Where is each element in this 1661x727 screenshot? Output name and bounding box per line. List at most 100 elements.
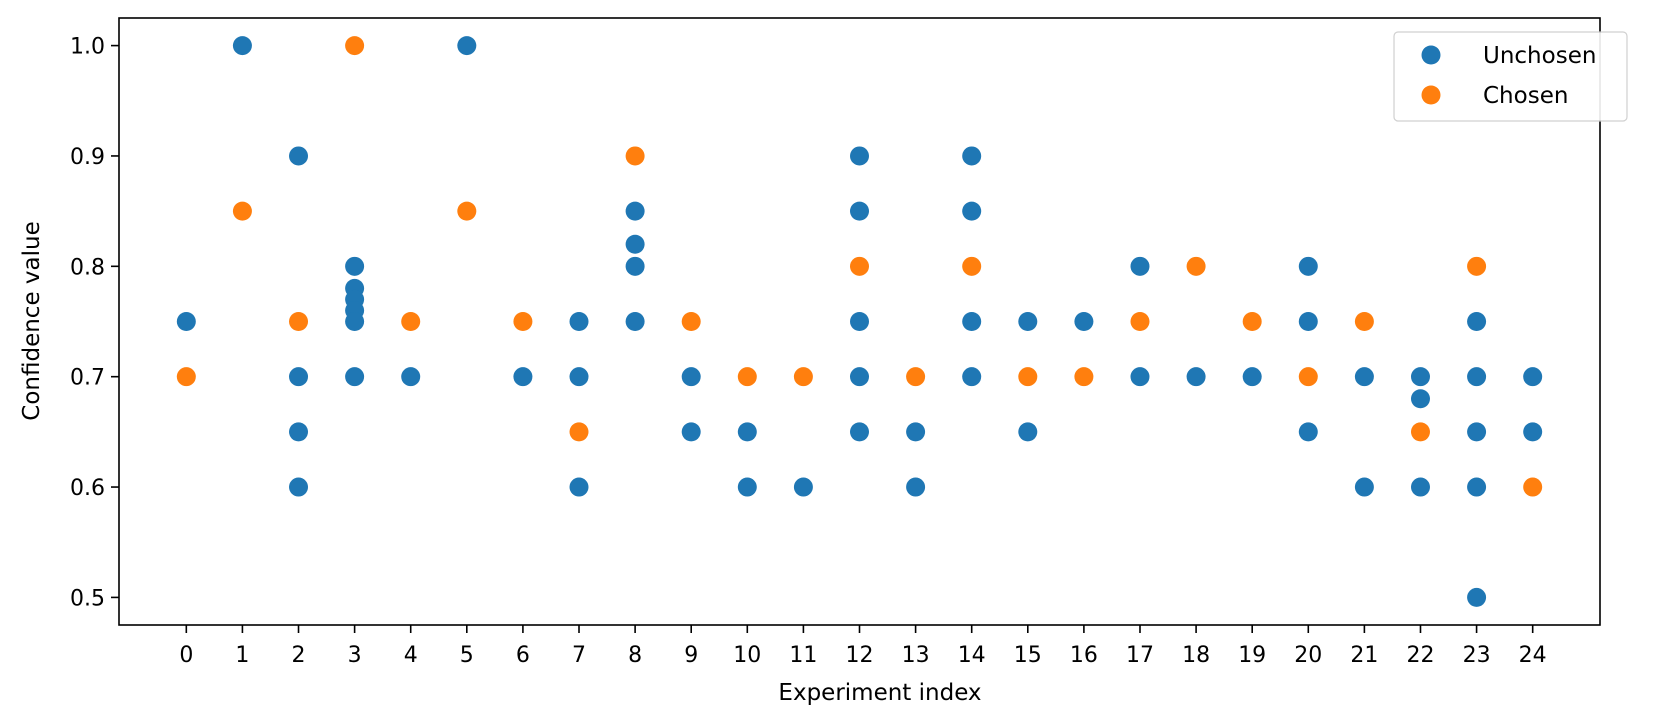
data-point-chosen (737, 367, 757, 387)
data-point-unchosen (962, 146, 982, 166)
x-tick-label: 5 (460, 643, 474, 668)
data-point-unchosen (625, 234, 645, 254)
x-tick-label: 2 (292, 643, 306, 668)
data-point-unchosen (1523, 422, 1543, 442)
data-point-chosen (1018, 367, 1038, 387)
data-point-unchosen (176, 312, 196, 331)
data-point-unchosen (1523, 367, 1543, 387)
data-point-unchosen (850, 312, 869, 331)
x-tick-label: 9 (684, 643, 698, 668)
data-point-unchosen (1410, 477, 1430, 497)
data-point-unchosen (1410, 389, 1430, 409)
data-point-unchosen (906, 422, 926, 442)
x-tick-label: 6 (516, 643, 530, 668)
data-point-unchosen (289, 422, 309, 442)
x-tick-label: 17 (1126, 643, 1154, 668)
data-point-unchosen (513, 367, 533, 387)
data-point-unchosen (1354, 367, 1374, 387)
data-point-unchosen (1242, 367, 1262, 387)
y-axis-label: Confidence value (19, 221, 45, 420)
data-point-unchosen (737, 422, 757, 442)
data-point-unchosen (962, 201, 982, 221)
data-point-unchosen (962, 312, 982, 331)
data-point-chosen (457, 201, 477, 221)
data-point-chosen (1354, 312, 1374, 331)
x-tick-label: 15 (1014, 643, 1042, 668)
data-point-chosen (793, 367, 813, 387)
data-point-unchosen (1467, 367, 1487, 387)
y-tick-label: 0.6 (70, 476, 105, 501)
data-point-chosen (625, 146, 645, 166)
data-point-chosen (1523, 477, 1543, 497)
legend-marker-unchosen (1421, 45, 1441, 65)
legend-label-chosen: Chosen (1483, 83, 1568, 109)
data-point-unchosen (681, 367, 701, 387)
data-point-unchosen (289, 367, 309, 387)
legend-marker-chosen (1421, 85, 1441, 105)
data-point-chosen (569, 422, 589, 442)
x-tick-label: 7 (572, 643, 586, 668)
data-point-chosen (1467, 256, 1487, 276)
data-point-chosen (1410, 422, 1430, 442)
data-point-unchosen (1018, 422, 1038, 442)
data-point-unchosen (793, 477, 813, 497)
y-tick-label: 1.0 (70, 35, 105, 60)
data-point-unchosen (625, 201, 645, 221)
data-point-chosen (906, 367, 926, 387)
y-axis-ticks: 0.5 0.6 0.7 0.8 0.9 1.0 (70, 35, 119, 611)
data-points (176, 36, 1543, 607)
data-point-unchosen (850, 367, 869, 387)
data-point-unchosen (457, 36, 477, 56)
data-point-unchosen (345, 256, 365, 276)
x-tick-label: 14 (958, 643, 986, 668)
x-tick-label: 23 (1463, 643, 1491, 668)
x-tick-label: 21 (1350, 643, 1378, 668)
data-point-chosen (850, 256, 869, 276)
y-tick-label: 0.9 (70, 145, 105, 170)
data-point-unchosen (1018, 312, 1038, 331)
data-point-unchosen (401, 367, 421, 387)
data-point-unchosen (962, 367, 982, 387)
data-point-unchosen (569, 367, 589, 387)
x-tick-label: 20 (1294, 643, 1322, 668)
data-point-unchosen (850, 146, 869, 166)
data-point-unchosen (906, 477, 926, 497)
data-point-unchosen (850, 201, 869, 221)
data-point-chosen (513, 312, 533, 331)
x-tick-label: 13 (902, 643, 930, 668)
data-point-chosen (176, 367, 196, 387)
x-tick-label: 19 (1238, 643, 1266, 668)
data-point-unchosen (1186, 367, 1206, 387)
data-point-unchosen (1298, 312, 1318, 331)
x-tick-label: 8 (628, 643, 642, 668)
x-tick-label: 12 (846, 643, 874, 668)
x-tick-label: 0 (179, 643, 193, 668)
data-point-unchosen (737, 477, 757, 497)
x-tick-label: 4 (404, 643, 418, 668)
data-point-unchosen (625, 256, 645, 276)
data-point-unchosen (1467, 422, 1487, 442)
data-point-unchosen (681, 422, 701, 442)
data-point-unchosen (569, 312, 589, 331)
data-point-unchosen (1410, 367, 1430, 387)
x-tick-label: 22 (1406, 643, 1434, 668)
data-point-unchosen (1467, 587, 1487, 607)
data-point-unchosen (569, 477, 589, 497)
data-point-unchosen (1074, 312, 1094, 331)
data-point-chosen (1186, 256, 1206, 276)
data-point-unchosen (1130, 367, 1150, 387)
x-tick-label: 1 (235, 643, 249, 668)
data-point-chosen (1130, 312, 1150, 331)
y-tick-label: 0.8 (70, 255, 105, 280)
x-tick-label: 24 (1519, 643, 1547, 668)
x-axis-ticks: 0 1 2 3 4 5 6 7 8 9 10 11 12 13 14 15 16 17 18 19 20 21 22 23 24 (179, 625, 1547, 668)
data-point-unchosen (1130, 256, 1150, 276)
x-axis-label: Experiment index (778, 680, 981, 706)
data-point-chosen (681, 312, 701, 331)
data-point-chosen (962, 256, 982, 276)
data-point-chosen (345, 36, 365, 56)
data-point-chosen (401, 312, 421, 331)
x-tick-label: 18 (1182, 643, 1210, 668)
